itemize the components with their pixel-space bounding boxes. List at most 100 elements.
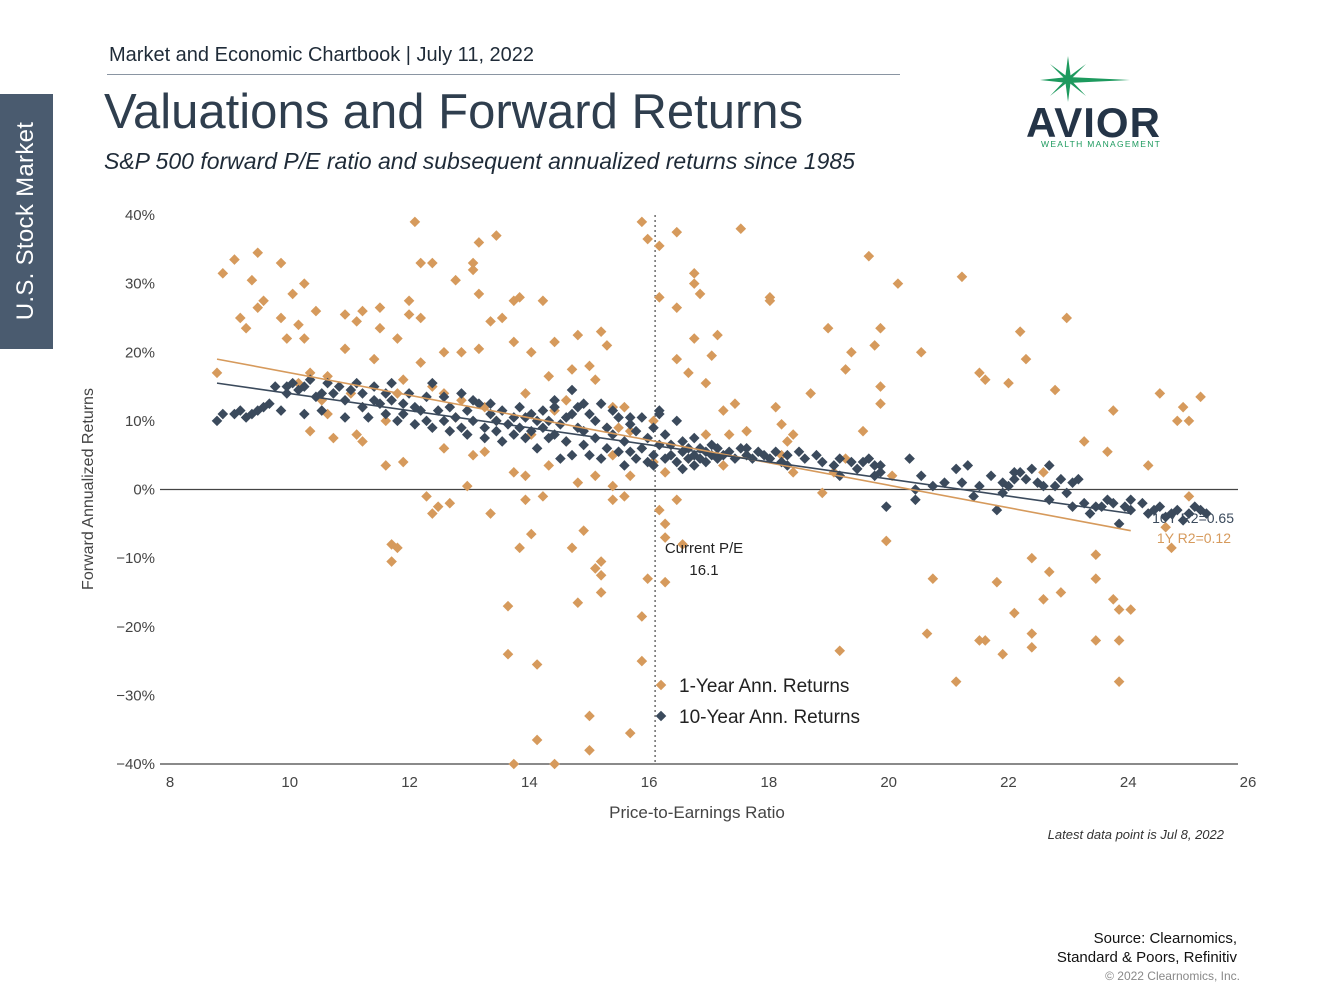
point-10y [322,377,333,389]
point-1y [782,436,793,447]
point-10y [752,446,764,458]
point-10y [974,480,985,492]
point-10y [863,453,875,464]
point-1y [1020,353,1032,365]
point-10y [968,491,979,502]
point-10y [584,408,595,420]
point-1y [403,309,415,320]
point-10y [269,381,281,392]
point-10y [438,391,450,403]
point-10y [368,381,380,392]
point-10y [915,470,927,482]
point-1y [386,556,397,567]
point-1y [502,600,514,612]
point-10y [339,412,351,423]
point-1y [217,268,229,279]
point-1y [1183,415,1195,427]
point-1y [520,388,531,399]
point-1y [770,401,782,413]
point-10y [1049,480,1061,492]
point-10y [444,401,456,413]
point-1y [432,501,444,512]
point-1y [1090,549,1102,560]
point-1y [467,264,479,276]
point-1y [875,398,886,410]
x-tick-label: 8 [166,774,174,791]
y-tick-label: 10% [125,413,155,430]
point-1y [677,539,688,550]
point-10y [1113,518,1125,530]
point-1y [787,467,799,478]
point-1y [706,350,717,361]
point-10y [491,415,502,427]
point-1y [427,508,438,519]
point-1y [281,333,293,344]
point-10y [386,377,397,389]
point-1y [525,528,537,540]
point-10y [432,405,444,416]
point-1y [1049,384,1061,396]
point-1y [624,470,636,482]
y-tick-label: 20% [125,344,155,361]
point-10y [869,460,880,471]
point-1y [304,425,316,437]
point-10y [816,456,828,468]
point-10y [246,408,258,420]
y-tick-label: 40% [125,207,155,224]
point-10y [397,398,409,410]
point-10y [508,429,520,440]
point-1y [299,278,310,289]
point-1y [974,367,985,379]
point-10y [397,408,409,420]
point-10y [630,425,642,437]
point-10y [595,398,607,410]
point-1y [374,302,386,313]
point-10y [677,436,688,447]
point-1y [1055,587,1067,598]
point-1y [415,312,426,324]
point-10y [1067,477,1078,488]
point-1y [683,367,694,379]
point-10y [555,453,566,464]
point-1y [450,274,461,286]
point-1y [787,429,799,440]
point-1y [252,247,264,259]
point-10y [479,432,491,444]
point-1y [392,333,403,344]
r2-10y-label: 10Y R2=0.65 [1152,510,1234,526]
point-1y [572,477,584,488]
point-1y [584,744,595,756]
point-1y [456,394,467,406]
point-10y [636,443,648,454]
point-10y [1003,480,1014,492]
source-line-2: Standard & Poors, Refinitiv [1056,949,1237,966]
point-10y [467,415,479,427]
x-tick-label: 14 [521,774,538,791]
point-10y [421,415,432,427]
point-1y [642,573,653,585]
point-10y [473,398,485,410]
point-10y [427,377,438,389]
point-1y [537,491,549,502]
point-10y [613,412,624,423]
point-1y [881,535,892,547]
point-1y [351,316,362,327]
point-1y [1125,604,1137,615]
point-10y [659,429,671,440]
point-10y [636,412,648,423]
point-1y [764,295,776,307]
point-10y [648,460,659,471]
point-10y [560,436,572,447]
point-10y [427,422,438,434]
point-1y [409,216,421,228]
point-1y [822,322,834,334]
point-10y [1177,515,1189,526]
point-10y [531,443,543,454]
chartbook-header: Market and Economic Chartbook | July 11,… [109,44,535,66]
point-1y [1142,460,1154,471]
star-burst-icon [1040,56,1130,102]
point-10y [770,446,782,458]
point-1y [525,346,537,358]
point-1y [1043,566,1055,578]
point-1y [339,343,351,355]
